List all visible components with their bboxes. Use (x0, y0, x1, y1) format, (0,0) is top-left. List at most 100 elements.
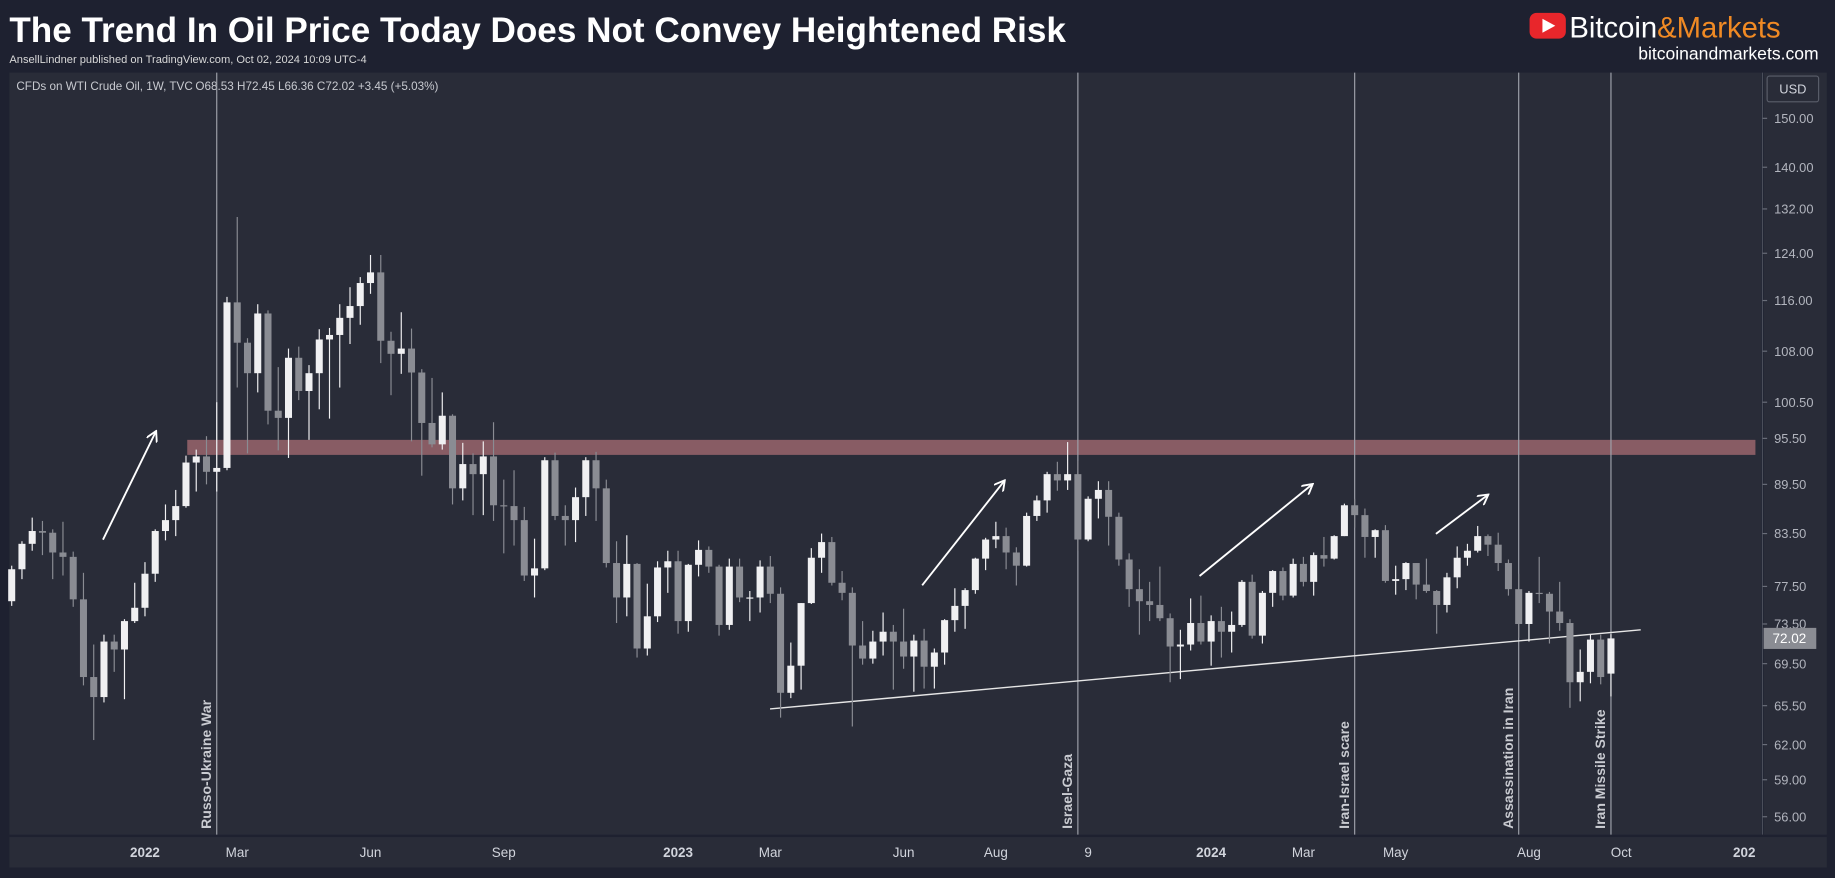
candle-body (1474, 536, 1482, 551)
y-tick-label: 83.50 (1774, 526, 1806, 541)
candle-body (1012, 552, 1020, 566)
price-axis (1763, 72, 1827, 835)
y-tick-label: 89.50 (1774, 477, 1806, 492)
byline: AnsellLindner published on TradingView.c… (9, 54, 366, 66)
candle-body (1074, 474, 1082, 540)
candle-body (1043, 474, 1051, 501)
y-tick-label: 59.00 (1774, 772, 1806, 787)
candle-body (889, 631, 897, 642)
candle-body (1279, 571, 1287, 596)
candle-body (1381, 530, 1389, 581)
x-tick-label: Sep (492, 845, 516, 860)
candle-body (715, 566, 723, 625)
x-tick-label: Aug (1517, 845, 1541, 860)
arrow (921, 481, 1004, 586)
candle-body (1484, 536, 1492, 545)
candle-body (38, 531, 46, 533)
candle-body (120, 621, 128, 650)
candle-body (438, 415, 446, 445)
y-tick-label: 77.50 (1774, 579, 1806, 594)
y-tick-label: 56.00 (1774, 809, 1806, 824)
currency: USD (1779, 82, 1806, 97)
candle-body (500, 505, 508, 507)
candle-body (1330, 536, 1338, 559)
candle-body (1064, 474, 1072, 481)
candle-body (633, 563, 641, 649)
event-label: Russo-Ukraine War (198, 699, 214, 828)
candle-body (1299, 563, 1307, 582)
candle-body (79, 599, 87, 678)
x-tick-label: 202 (1733, 845, 1755, 860)
candle-body (1289, 563, 1297, 596)
candle-body (920, 640, 928, 667)
resistance-zone (187, 439, 1756, 455)
event-label: Iran-Israel scare (1336, 721, 1352, 829)
x-tick-label: Mar (759, 845, 783, 860)
candle-body (1248, 581, 1256, 636)
x-tick-label: 2024 (1196, 845, 1226, 860)
candle-body (674, 561, 682, 622)
candle-body (202, 456, 210, 472)
currency-box[interactable] (1766, 75, 1820, 103)
candle-body (192, 456, 200, 463)
candle-body (1607, 638, 1615, 674)
candle-body (49, 532, 57, 553)
candle-body (1135, 589, 1143, 602)
candle-body (684, 564, 692, 622)
candle-body (367, 272, 375, 284)
candle-body (1566, 623, 1574, 683)
candle-body (541, 460, 549, 569)
candle-body (787, 665, 795, 693)
ohlc-text: O68.53 H72.45 L66.36 C72.02 +3.45 (+5.03… (195, 80, 438, 93)
candle-body (1453, 557, 1461, 578)
candle-body (551, 460, 559, 516)
symbol: CFDs on WTI Crude Oil, 1W, TVC (16, 80, 192, 93)
candle-body (828, 542, 836, 583)
candle-body (1535, 592, 1543, 595)
candle-body (18, 543, 26, 570)
x-tick-label: Aug (984, 845, 1008, 860)
candle-body (315, 339, 323, 374)
candle-body (1443, 577, 1451, 605)
candle-body (869, 641, 877, 659)
candle-body (1320, 555, 1328, 559)
time-axis (9, 837, 1827, 868)
candle-body (848, 592, 856, 646)
y-tick-label: 116.00 (1774, 293, 1812, 308)
candle-body (654, 567, 662, 617)
candle-body (1494, 544, 1502, 564)
candle-body (479, 456, 487, 475)
candle-body (623, 563, 631, 598)
arrow (1198, 485, 1312, 577)
y-tick-label: 62.00 (1774, 737, 1806, 752)
candle-body (1053, 474, 1061, 481)
candle-body (1402, 563, 1410, 580)
candle-body (582, 460, 590, 498)
candle-body (879, 631, 887, 642)
candle-body (613, 563, 621, 598)
last-price-box (1763, 627, 1817, 649)
candle-body (1176, 644, 1184, 647)
candle-body (520, 520, 528, 576)
y-tick-label: 69.50 (1774, 656, 1806, 671)
candle-body (59, 552, 67, 557)
arrow (1435, 495, 1487, 535)
x-tick-label: Mar (1292, 845, 1316, 860)
candle-body (1156, 604, 1164, 619)
candle-body (1515, 589, 1523, 624)
event-label: Assassination in Iran (1500, 688, 1516, 829)
candle-body (510, 506, 518, 521)
candle-body (284, 357, 293, 418)
candle-body (1197, 623, 1205, 642)
candle-body (1033, 500, 1041, 516)
candle-body (1586, 639, 1594, 672)
candle-body (223, 302, 231, 468)
candle-body (766, 566, 774, 594)
candle-body (900, 641, 908, 657)
candle-body (602, 488, 610, 564)
candle-body (572, 497, 580, 521)
candle-body (807, 557, 815, 604)
x-tick-label: 2023 (663, 845, 693, 860)
arrows (102, 432, 1487, 586)
